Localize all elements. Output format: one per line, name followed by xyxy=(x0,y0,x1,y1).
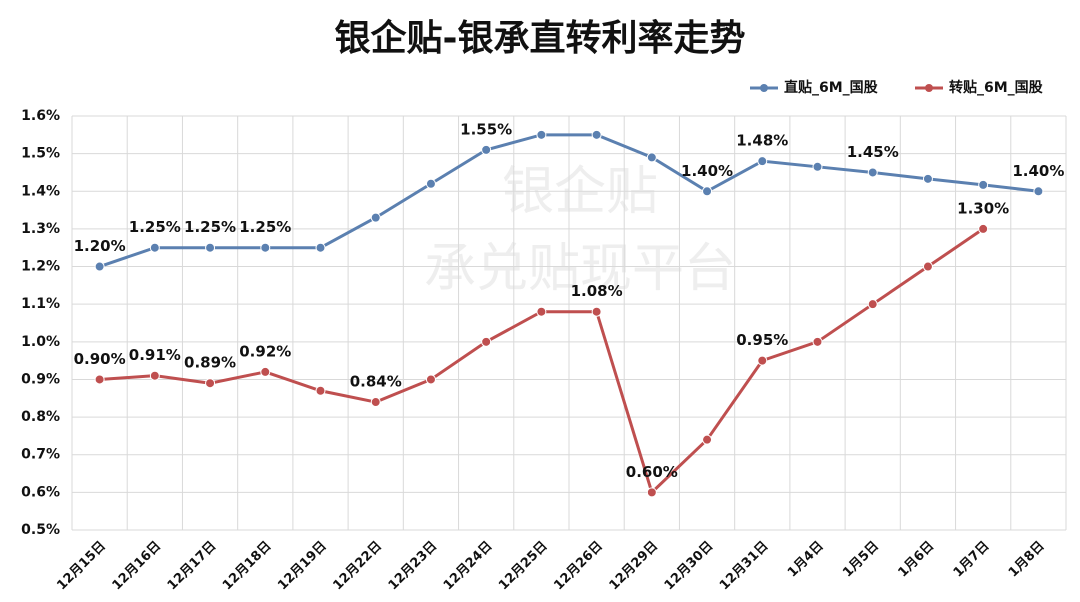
data-label: 1.40% xyxy=(1012,162,1064,180)
x-tick-label: 1月4日 xyxy=(785,539,827,581)
data-point xyxy=(922,261,933,272)
y-tick-label: 0.7% xyxy=(21,447,60,463)
data-label: 1.08% xyxy=(571,282,623,300)
x-tick-label: 1月5日 xyxy=(840,539,882,581)
data-point xyxy=(94,261,105,272)
data-point xyxy=(1033,186,1044,197)
y-tick-label: 0.8% xyxy=(21,409,60,425)
data-point xyxy=(757,156,768,167)
x-tick-label: 12月23日 xyxy=(386,539,441,594)
data-label: 0.91% xyxy=(129,346,181,364)
data-point xyxy=(978,223,989,234)
x-tick-label: 12月25日 xyxy=(496,539,551,594)
x-tick-label: 12月24日 xyxy=(441,539,496,594)
data-point xyxy=(646,152,657,163)
data-point xyxy=(425,178,436,189)
data-label: 0.90% xyxy=(74,350,126,368)
data-label: 1.45% xyxy=(847,143,899,161)
y-tick-label: 1.0% xyxy=(21,334,60,350)
data-label: 0.60% xyxy=(626,463,678,481)
data-label: 0.84% xyxy=(350,373,402,391)
data-point xyxy=(922,173,933,184)
data-label: 1.25% xyxy=(129,218,181,236)
x-tick-label: 12月16日 xyxy=(110,539,165,594)
data-point xyxy=(205,378,216,389)
data-point xyxy=(867,167,878,178)
data-point xyxy=(260,242,271,253)
data-point xyxy=(481,336,492,347)
x-tick-label: 12月19日 xyxy=(275,539,330,594)
watermark: 承兑贴现平台 xyxy=(424,239,736,299)
data-point xyxy=(591,306,602,317)
data-point xyxy=(702,434,713,445)
x-tick-label: 1月6日 xyxy=(895,539,937,581)
data-point xyxy=(149,242,160,253)
y-tick-label: 1.5% xyxy=(21,146,60,162)
data-point xyxy=(646,487,657,498)
data-label: 1.55% xyxy=(460,120,512,138)
data-label: 0.92% xyxy=(239,342,291,360)
chart-title: 银企贴-银承直转利率走势 xyxy=(335,17,746,59)
data-label: 1.20% xyxy=(74,237,126,255)
data-point xyxy=(591,129,602,140)
data-point xyxy=(702,186,713,197)
data-point xyxy=(812,161,823,172)
data-label: 0.95% xyxy=(736,331,788,349)
legend-marker xyxy=(760,84,768,92)
y-tick-label: 1.1% xyxy=(21,296,60,312)
data-point xyxy=(94,374,105,385)
data-point xyxy=(757,355,768,366)
y-tick-label: 1.3% xyxy=(21,221,60,237)
series-line xyxy=(99,133,1039,268)
y-tick-label: 0.5% xyxy=(21,522,60,538)
y-tick-label: 0.6% xyxy=(21,484,60,500)
x-tick-label: 12月22日 xyxy=(330,539,385,594)
data-point xyxy=(425,374,436,385)
x-tick-label: 12月29日 xyxy=(607,539,662,594)
data-point xyxy=(149,370,160,381)
data-label: 1.25% xyxy=(184,218,236,236)
x-tick-label: 12月30日 xyxy=(662,539,717,594)
data-point xyxy=(867,299,878,310)
x-tick-label: 12月17日 xyxy=(165,539,220,594)
y-tick-label: 1.4% xyxy=(21,183,60,199)
y-tick-label: 1.6% xyxy=(21,108,60,124)
data-point xyxy=(315,242,326,253)
legend-marker xyxy=(925,84,933,92)
watermark: 银企贴 xyxy=(502,162,658,222)
data-label: 1.25% xyxy=(239,218,291,236)
x-tick-label: 12月15日 xyxy=(54,539,109,594)
data-point xyxy=(205,242,216,253)
data-point xyxy=(978,179,989,190)
data-point xyxy=(481,144,492,155)
x-tick-label: 1月8日 xyxy=(1006,539,1048,581)
legend-label: 直贴_6M_国股 xyxy=(784,79,879,96)
data-label: 0.89% xyxy=(184,354,236,372)
x-tick-label: 12月26日 xyxy=(551,539,606,594)
data-label: 1.40% xyxy=(681,162,733,180)
data-label: 1.30% xyxy=(957,199,1009,217)
data-point xyxy=(370,397,381,408)
x-tick-label: 1月7日 xyxy=(951,539,993,581)
legend-label: 转贴_6M_国股 xyxy=(949,79,1044,96)
x-tick-label: 12月18日 xyxy=(220,539,275,594)
x-tick-label: 12月31日 xyxy=(717,539,772,594)
data-point xyxy=(260,366,271,377)
data-point xyxy=(812,336,823,347)
data-label: 1.48% xyxy=(736,132,788,150)
data-point xyxy=(536,306,547,317)
y-tick-label: 1.2% xyxy=(21,259,60,275)
data-point xyxy=(370,212,381,223)
y-tick-label: 0.9% xyxy=(21,371,60,387)
data-point xyxy=(536,129,547,140)
data-point xyxy=(315,385,326,396)
